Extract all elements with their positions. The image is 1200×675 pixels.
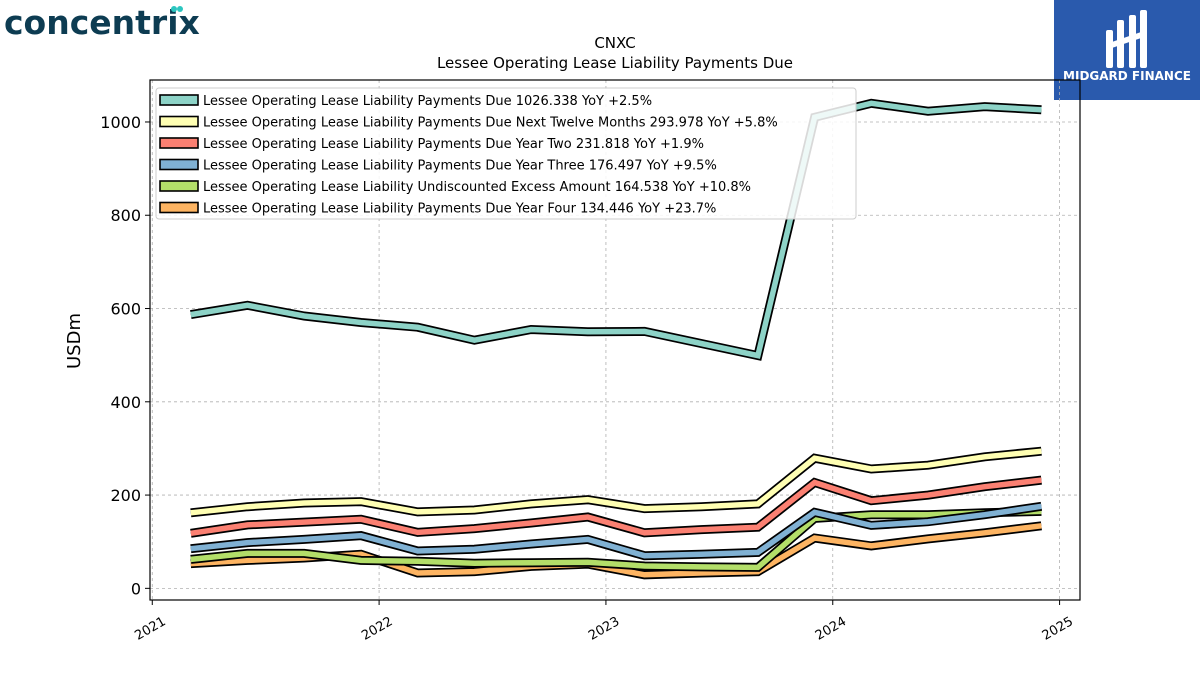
series-line <box>190 508 1042 571</box>
x-tick-label: 2021 <box>132 614 168 644</box>
midgard-finance-logo: MIDGARD FINANCE <box>1054 0 1200 100</box>
legend-swatch <box>159 201 199 214</box>
legend-entry-label: Lessee Operating Lease Liability Payment… <box>203 159 717 174</box>
legend-entry-label: Lessee Operating Lease Liability Payment… <box>203 137 704 152</box>
y-tick-label: 800 <box>110 206 141 225</box>
chart-subtitle: Lessee Operating Lease Liability Payment… <box>437 54 793 72</box>
company-logo-text: concentrix <box>4 3 200 42</box>
y-tick-label: 400 <box>110 393 141 412</box>
legend-entry-label: Lessee Operating Lease Liability Payment… <box>203 94 652 109</box>
legend-box <box>155 87 857 220</box>
series-line <box>190 100 1042 359</box>
series-line <box>190 448 1042 516</box>
series-lines <box>190 98 1043 580</box>
legend-swatch <box>159 94 199 106</box>
x-tick-label: 2023 <box>586 614 622 644</box>
series-line <box>190 477 1042 537</box>
series-line <box>190 503 1042 559</box>
legend-entry-label: Lessee Operating Lease Liability Payment… <box>203 202 716 217</box>
legend-entry-label: Lessee Operating Lease Liability Payment… <box>203 116 778 131</box>
plot-frame <box>149 79 1081 601</box>
y-tick-label: 600 <box>110 300 141 319</box>
legend-swatch <box>159 115 199 128</box>
midgard-emblem-icon <box>1106 10 1147 68</box>
y-axis-label: USDm <box>64 313 85 369</box>
x-tick-label: 2022 <box>359 614 395 644</box>
chart-title: CNXC <box>594 34 635 52</box>
legend-entry-label: Lessee Operating Lease Liability Undisco… <box>203 180 751 195</box>
y-tick-label: 200 <box>110 486 141 505</box>
x-tick-label: 2024 <box>813 614 849 644</box>
x-tick-label: 2025 <box>1040 614 1076 644</box>
midgard-finance-logo-text: MIDGARD FINANCE <box>1063 69 1191 83</box>
legend-swatch <box>159 180 199 192</box>
company-logo-dot <box>171 6 177 12</box>
legend: Lessee Operating Lease Liability Payment… <box>155 87 857 220</box>
y-tick-label: 1000 <box>100 113 141 132</box>
y-tick-label: 0 <box>131 579 141 598</box>
company-logo: concentrix <box>4 0 214 48</box>
legend-swatch <box>159 137 199 149</box>
company-logo-dot-2 <box>177 6 183 12</box>
legend-swatch <box>159 158 199 171</box>
